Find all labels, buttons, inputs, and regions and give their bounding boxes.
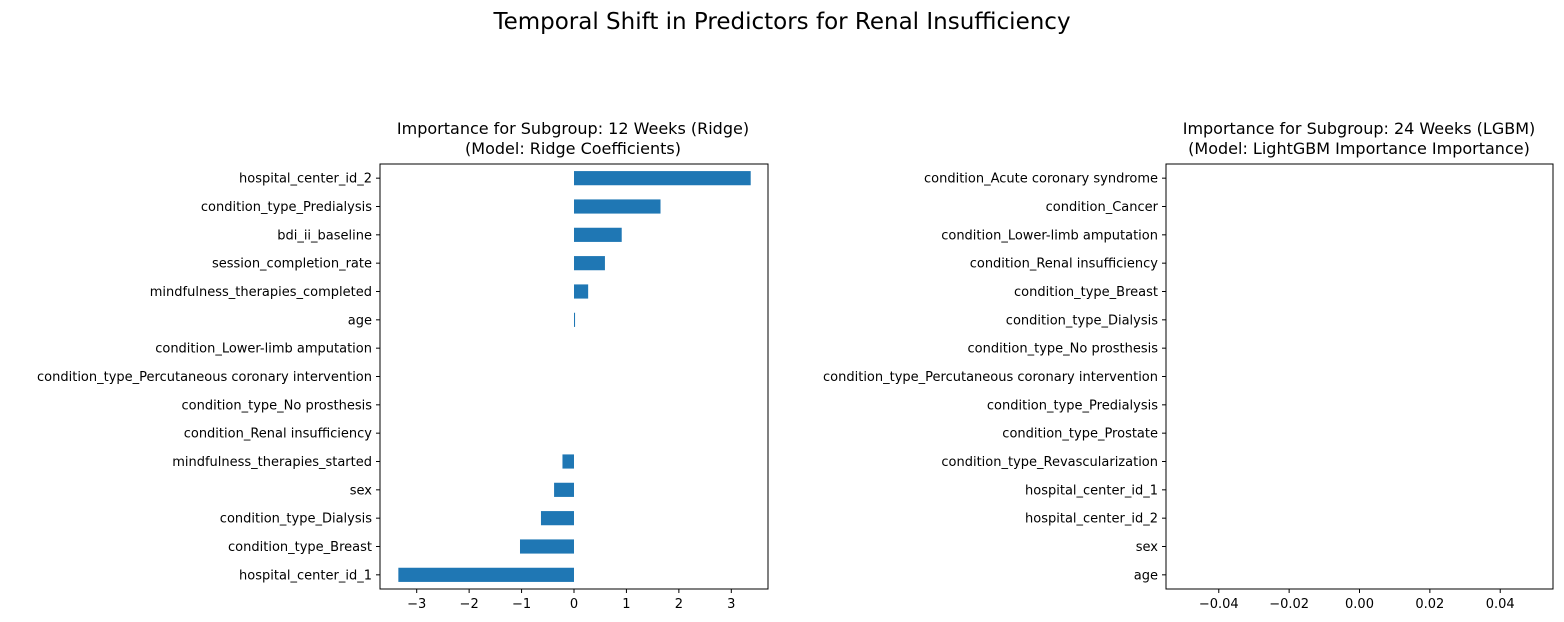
lgbm-category-label: condition_type_Revascularization xyxy=(941,455,1158,470)
ridge-x-tick-label: −1 xyxy=(512,597,531,612)
ridge-bar xyxy=(540,511,574,526)
lgbm-x-tick-label: 0.04 xyxy=(1486,597,1515,612)
lgbm-category-label: condition_type_Breast xyxy=(1014,285,1158,300)
ridge-bar xyxy=(574,284,589,299)
figure-title: Temporal Shift in Predictors for Renal I… xyxy=(492,9,1070,35)
ridge-chart-panel: Importance for Subgroup: 12 Weeks (Ridge… xyxy=(37,119,769,612)
ridge-chart-title: Importance for Subgroup: 12 Weeks (Ridge… xyxy=(397,119,749,138)
ridge-category-label: condition_type_Percutaneous coronary int… xyxy=(37,370,372,385)
lgbm-chart-panel: Importance for Subgroup: 24 Weeks (LGBM)… xyxy=(823,119,1554,612)
ridge-category-label: condition_type_Dialysis xyxy=(220,512,372,527)
lgbm-x-tick-label: 0.00 xyxy=(1345,597,1374,612)
ridge-category-label: age xyxy=(348,313,372,328)
ridge-category-label: hospital_center_id_2 xyxy=(239,172,372,187)
ridge-category-label: condition_Lower-limb amputation xyxy=(155,342,372,357)
ridge-bar xyxy=(574,171,751,186)
lgbm-category-label: condition_type_Percutaneous coronary int… xyxy=(823,370,1158,385)
ridge-category-label: sex xyxy=(350,483,373,498)
ridge-bar xyxy=(398,567,574,582)
lgbm-x-tick-label: 0.02 xyxy=(1415,597,1444,612)
lgbm-category-label: condition_type_Prostate xyxy=(1002,427,1158,442)
lgbm-category-label: hospital_center_id_1 xyxy=(1025,483,1158,498)
lgbm-category-label: condition_type_Dialysis xyxy=(1006,313,1158,328)
lgbm-chart-title: Importance for Subgroup: 24 Weeks (LGBM) xyxy=(1183,119,1536,138)
ridge-category-label: mindfulness_therapies_completed xyxy=(150,285,372,300)
ridge-bar xyxy=(519,539,574,554)
ridge-bar xyxy=(574,312,576,327)
lgbm-category-label: condition_Cancer xyxy=(1046,200,1159,215)
ridge-category-label: mindfulness_therapies_started xyxy=(172,455,372,470)
lgbm-category-label: condition_type_Predialysis xyxy=(987,398,1158,413)
lgbm-category-label: condition_Lower-limb amputation xyxy=(941,228,1158,243)
ridge-category-label: condition_type_No prosthesis xyxy=(182,398,373,413)
ridge-category-label: session_completion_rate xyxy=(212,257,372,272)
lgbm-x-tick-label: −0.02 xyxy=(1269,597,1309,612)
ridge-category-label: bdi_ii_baseline xyxy=(277,228,372,243)
lgbm-category-label: sex xyxy=(1136,540,1159,555)
lgbm-category-label: hospital_center_id_2 xyxy=(1025,512,1158,527)
ridge-x-tick-label: 2 xyxy=(675,597,683,612)
ridge-category-label: hospital_center_id_1 xyxy=(239,568,372,583)
ridge-category-label: condition_type_Breast xyxy=(228,540,372,555)
lgbm-category-label: condition_Renal insufficiency xyxy=(970,257,1159,272)
ridge-x-tick-label: 1 xyxy=(622,597,630,612)
ridge-x-tick-label: −3 xyxy=(407,597,426,612)
ridge-bar xyxy=(574,227,622,242)
lgbm-category-label: condition_type_No prosthesis xyxy=(968,342,1159,357)
lgbm-chart-subtitle: (Model: LightGBM Importance Importance) xyxy=(1188,139,1530,158)
ridge-x-tick-label: −2 xyxy=(460,597,479,612)
lgbm-axes-frame xyxy=(1165,163,1554,590)
ridge-category-label: condition_Renal insufficiency xyxy=(184,427,373,442)
lgbm-category-label: condition_Acute coronary syndrome xyxy=(924,172,1158,187)
lgbm-category-label: age xyxy=(1134,568,1158,583)
ridge-x-tick-label: 0 xyxy=(570,597,578,612)
ridge-bar xyxy=(574,256,605,271)
ridge-x-tick-label: 3 xyxy=(727,597,735,612)
ridge-bar xyxy=(574,199,661,214)
ridge-bar xyxy=(554,482,574,497)
ridge-category-label: condition_type_Predialysis xyxy=(201,200,372,215)
lgbm-x-tick-label: −0.04 xyxy=(1199,597,1239,612)
ridge-chart-subtitle: (Model: Ridge Coefficients) xyxy=(465,139,681,158)
ridge-bar xyxy=(562,454,574,469)
